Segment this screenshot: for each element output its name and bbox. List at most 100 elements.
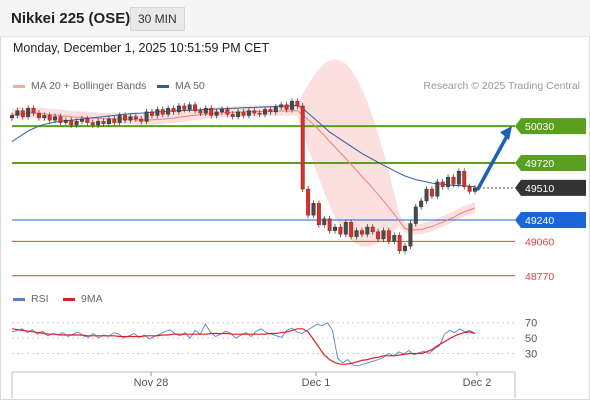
candle-body <box>462 171 467 187</box>
candle-body <box>101 121 106 124</box>
candle-body <box>15 110 20 116</box>
level-tag-box <box>515 179 586 196</box>
candle-body <box>53 116 58 121</box>
candle <box>408 220 413 250</box>
candle-body <box>171 108 176 113</box>
candle <box>139 116 144 125</box>
candle <box>225 106 230 118</box>
candle <box>289 98 294 113</box>
level-tag-50030: 50030 <box>515 118 586 135</box>
candle-body <box>26 108 31 117</box>
candle-body <box>80 118 84 122</box>
candle <box>338 224 343 238</box>
x-tick-label: Nov 28 <box>134 377 169 389</box>
candle <box>90 119 95 128</box>
candle-body <box>133 116 138 120</box>
candle <box>106 116 111 127</box>
candle-body <box>365 226 370 235</box>
candle <box>42 112 47 121</box>
candle <box>31 105 36 117</box>
candle-body <box>252 110 257 114</box>
legend-9ma-label: 9MA <box>81 293 103 305</box>
candle-body <box>42 115 47 119</box>
x-tick-label: Dec 2 <box>463 377 492 389</box>
rsi-panel: 30 50 70 <box>11 318 537 367</box>
candle-body <box>139 118 144 122</box>
timeframe-button[interactable]: 30 MIN <box>130 7 185 31</box>
level-tag-text: 50030 <box>525 121 554 133</box>
level-tag-box <box>515 154 586 171</box>
candle-body <box>446 176 451 187</box>
candle-body <box>112 118 117 123</box>
candle-body <box>268 109 273 113</box>
level-label-49060: 49060 <box>525 236 554 248</box>
candle <box>462 168 467 190</box>
candle <box>284 101 289 113</box>
candle <box>187 101 192 113</box>
candle <box>440 178 445 190</box>
candle <box>176 102 181 115</box>
legend-ma50: MA 50 <box>157 80 205 92</box>
candles-layer <box>10 98 477 254</box>
candle-body <box>230 114 235 117</box>
candle-body <box>214 111 219 116</box>
level-tag-box <box>515 211 586 228</box>
candle <box>166 105 171 118</box>
candle <box>20 107 25 120</box>
candle-body <box>106 118 111 124</box>
candle-body <box>279 104 284 108</box>
candle-body <box>69 119 74 126</box>
candle <box>236 108 241 120</box>
candle-body <box>424 188 429 202</box>
candle <box>403 243 407 254</box>
candle-body <box>10 115 14 119</box>
price-levels-layer <box>12 125 515 277</box>
candle-body <box>203 108 208 114</box>
candle-body <box>123 115 128 121</box>
research-credit: Research © 2025 Trading Central <box>423 80 580 92</box>
candle <box>80 116 84 125</box>
candle-body <box>263 109 268 115</box>
candle <box>63 117 68 126</box>
candle-body <box>333 226 338 231</box>
ma20-line <box>11 110 476 231</box>
legend-rsi-label: RSI <box>31 293 49 305</box>
candle-body <box>58 116 63 123</box>
candle-body <box>193 104 198 111</box>
candle <box>193 101 198 114</box>
candle <box>392 232 397 245</box>
level-tag-text: 49240 <box>525 215 554 227</box>
candle <box>359 227 364 238</box>
candle <box>300 102 305 193</box>
candle-body <box>246 110 251 116</box>
x-tick-label: Dec 1 <box>302 377 331 389</box>
candle <box>10 112 14 121</box>
bollinger-band <box>12 59 475 247</box>
rsi-series-rsi <box>11 322 476 367</box>
candle-body <box>473 187 477 192</box>
candle <box>219 106 224 115</box>
level-tag-text: 49510 <box>525 183 554 195</box>
candle <box>160 106 165 118</box>
candle-body <box>306 188 311 216</box>
rsi-tick-70: 70 <box>525 318 537 330</box>
candle-body <box>241 111 246 116</box>
legend-9ma: 9MA <box>63 293 103 305</box>
candle-body <box>187 104 192 110</box>
instrument-title: Nikkei 225 (OSE) <box>11 10 131 27</box>
candle-body <box>144 111 149 122</box>
candle <box>295 98 300 109</box>
candle-body <box>117 115 122 123</box>
candle <box>182 102 187 113</box>
candle <box>112 116 117 126</box>
chart-header: Nikkei 225 (OSE) 30 MIN <box>0 0 590 37</box>
candle <box>58 113 63 126</box>
bollinger-band-layer <box>12 59 475 247</box>
candle-body <box>198 110 203 114</box>
candle <box>241 108 246 119</box>
price-labels-layer: 50030 49720 49510 49240 49060 48770 <box>515 118 586 283</box>
candle <box>376 228 381 242</box>
candle-body <box>376 231 381 240</box>
candle-body <box>419 200 424 208</box>
candle-body <box>316 203 321 225</box>
